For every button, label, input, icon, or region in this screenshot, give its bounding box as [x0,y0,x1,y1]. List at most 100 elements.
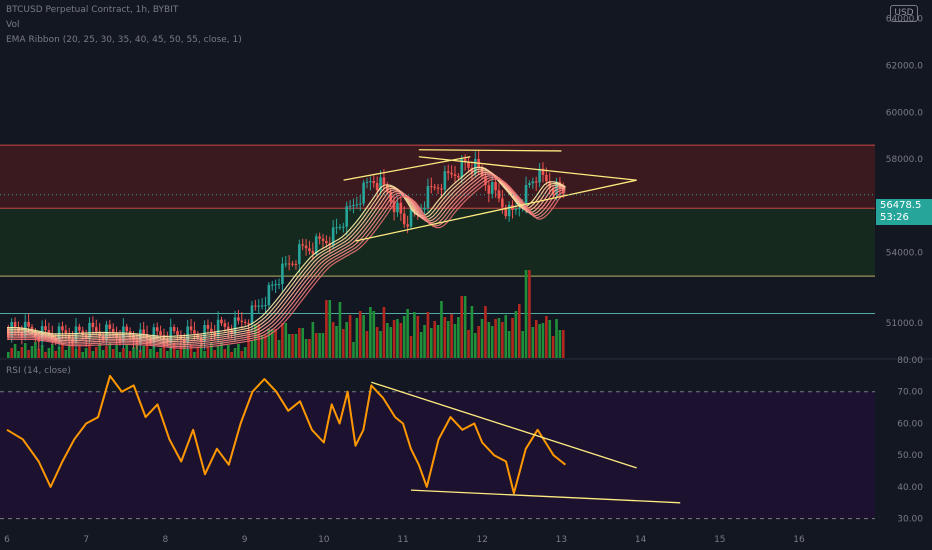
volume-bar [240,351,244,358]
volume-bar [128,351,132,358]
volume-bar [237,344,240,358]
time-tick-label: 9 [242,535,248,545]
volume-bar [348,315,352,358]
ema-ribbon-line [7,170,566,341]
volume-bar [436,325,440,358]
volume-bar [216,346,220,358]
volume-bar [277,340,281,358]
last-price-value: 56478.5 [880,200,922,211]
volume-bar [281,323,284,358]
volume-bar [480,319,484,358]
volume-bar [247,330,250,358]
candle-body [460,159,464,178]
rsi-tick-label: 30.00 [897,515,923,525]
volume-bar [335,326,338,358]
ema-ribbon-line [7,166,566,337]
volume-bar [199,344,203,358]
ema-ribbon-line [7,176,566,348]
volume-bar [372,311,376,358]
volume-bar [470,306,474,358]
volume-bar [220,342,223,358]
time-tick-label: 15 [714,535,725,545]
candle-body [490,182,494,194]
volume-bar [524,270,528,358]
candle-body [426,186,430,208]
currency-button[interactable]: USD [890,5,918,22]
candle-body [321,238,325,241]
candle-body [561,188,565,194]
ema-ribbon-line [7,168,566,339]
volume-bar [105,346,108,358]
candle-body [206,325,210,329]
candle-body [223,323,227,327]
volume-bar [490,326,494,358]
volume-bar [399,323,403,358]
volume-bar [152,345,156,358]
rsi-band [0,391,875,519]
candle-body [247,323,250,325]
candle-body [176,331,179,335]
volume-bar [545,316,548,358]
volume-bar [226,345,230,358]
candle-body [423,207,426,210]
volume-bar [457,317,460,358]
volume-bar [57,347,61,358]
volume-bar [122,348,125,358]
candle-body [88,322,91,339]
candle-body [13,322,17,327]
candle-body [528,183,531,185]
candle-body [504,207,508,217]
price-tick-label: 58000.0 [886,155,923,165]
volume-bar [287,334,291,358]
candle-body [27,321,30,327]
volume-bar [301,328,305,358]
volume-bar [379,331,382,358]
bar-countdown: 53:26 [880,212,909,223]
volume-bar [291,334,294,358]
candle-body [396,202,399,213]
candle-body [467,162,470,168]
candle-body [457,175,460,178]
time-tick-label: 13 [556,535,567,545]
candle-body [264,305,267,307]
candle-body [453,174,457,176]
volume-bar [23,343,27,358]
candle-body [233,317,237,334]
volume-bar [440,301,443,358]
candle-body [304,245,308,249]
time-tick-label: 12 [476,535,487,545]
volume-bar [433,321,436,358]
candle-body [318,236,321,239]
volume-bar [342,329,345,358]
candle-body [260,305,264,307]
time-tick-label: 16 [793,535,805,545]
volume-bar [338,302,342,358]
candle-body [67,334,71,339]
candle-body [172,327,176,332]
time-tick-label: 14 [635,535,647,545]
volume-bar [345,322,348,358]
volume-bar [538,324,541,358]
volume-bar [179,346,183,358]
volume-bar [203,351,206,358]
volume-bar [213,350,217,358]
price-tick-label: 51000.0 [886,319,923,329]
candle-body [443,171,447,190]
volume-bar [250,341,254,358]
volume-bar [294,334,298,358]
volume-bar [54,351,57,358]
candle-body [226,326,230,331]
candle-body [450,172,453,175]
volume-bar [50,344,54,358]
time-tick-label: 10 [318,535,330,545]
rsi-tick-label: 60.00 [897,419,923,429]
volume-bar [473,333,477,358]
candle-body [399,202,403,214]
volume-bar [494,319,497,358]
candle-body [308,248,311,251]
volume-bar [267,329,271,358]
candle-body [342,226,345,228]
volume-bar [135,343,139,358]
volume-legend: Vol [6,20,20,30]
